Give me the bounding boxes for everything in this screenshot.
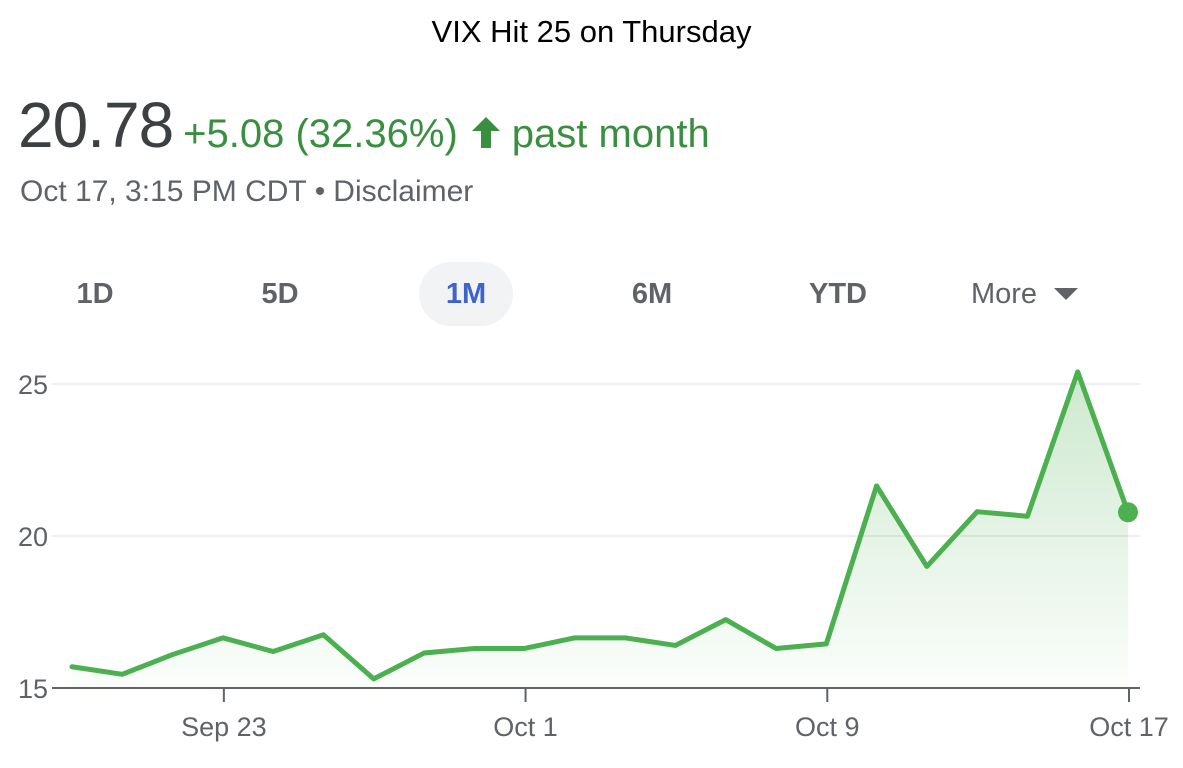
tab-1m[interactable]: 1M <box>419 262 513 326</box>
headline: VIX Hit 25 on Thursday <box>431 14 752 49</box>
more-label: More <box>970 278 1038 310</box>
last-point-marker <box>1118 502 1138 523</box>
tab-6m[interactable]: 6M <box>631 278 673 310</box>
x-tick-label: Oct 9 <box>795 712 860 742</box>
quote-summary: 20.78 +5.08 (32.36%) past month <box>18 88 710 162</box>
y-tick-label: 15 <box>18 674 48 704</box>
quote-timestamp: Oct 17, 3:15 PM CDT <box>20 175 307 208</box>
x-tick-label: Sep 23 <box>181 712 267 742</box>
separator-dot: • <box>314 175 326 208</box>
current-price: 20.78 <box>18 89 174 161</box>
price-chart: 15 20 25 Sep 23 Oct 1 Oct 9 Oct 17 <box>18 369 1169 742</box>
series-line <box>69 369 1131 682</box>
x-tick-label: Oct 17 <box>1089 712 1169 742</box>
series-area <box>72 371 1128 688</box>
x-tick-label: Oct 1 <box>493 712 558 742</box>
more-dropdown[interactable]: More <box>950 262 1100 326</box>
disclaimer-link[interactable]: Disclaimer <box>333 175 474 208</box>
caret-down-icon <box>1053 260 1079 324</box>
y-tick-label: 20 <box>18 522 48 552</box>
tab-5d[interactable]: 5D <box>261 278 299 310</box>
arrow-up-icon <box>470 115 502 154</box>
price-change: +5.08 (32.36%) <box>183 112 458 156</box>
tab-1d[interactable]: 1D <box>76 278 114 310</box>
tab-ytd[interactable]: YTD <box>809 278 867 310</box>
change-period: past month <box>511 112 710 156</box>
y-tick-label: 25 <box>18 370 48 400</box>
quote-timestamp-row: Oct 17, 3:15 PM CDT • Disclaimer <box>20 175 473 209</box>
